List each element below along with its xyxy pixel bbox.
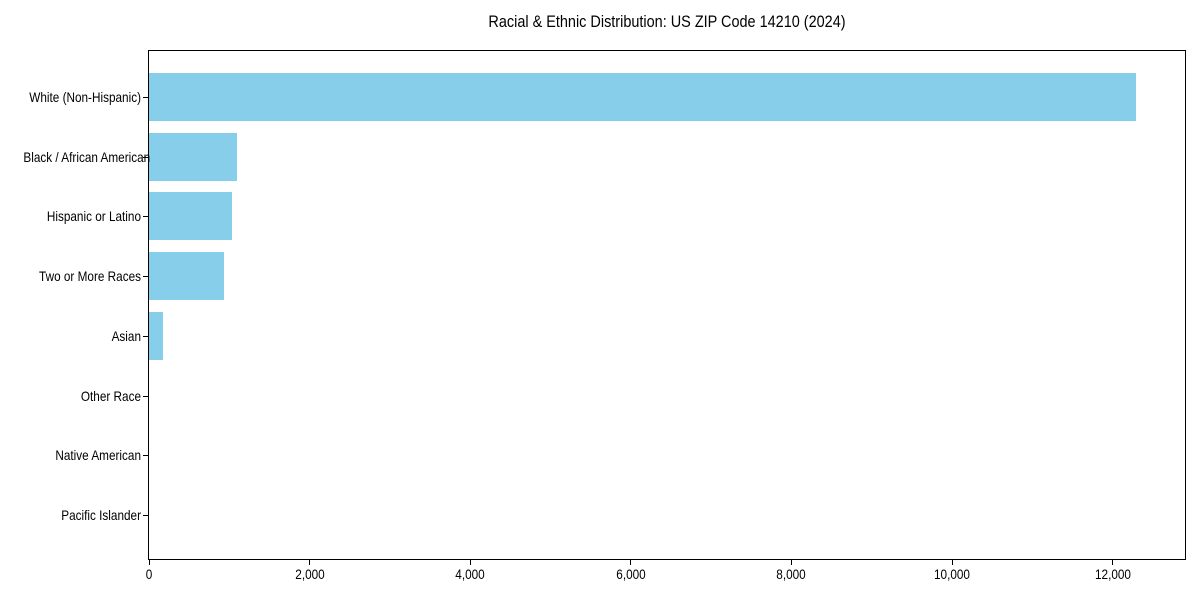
- y-tick-label: White (Non-Hispanic): [29, 89, 141, 105]
- x-tick-label: 4,000: [455, 566, 485, 582]
- chart-title: Racial & Ethnic Distribution: US ZIP Cod…: [488, 12, 846, 31]
- x-tick-mark: [309, 560, 311, 565]
- plot-area: [148, 50, 1186, 560]
- x-tick-mark: [951, 560, 953, 565]
- y-tick-label: Black / African American: [23, 148, 151, 165]
- x-tick-label: 8,000: [776, 566, 807, 582]
- y-tick-mark: [143, 335, 148, 337]
- bar-white-non-hispanic: [149, 73, 1136, 121]
- y-tick-mark: [143, 156, 148, 158]
- x-tick-mark: [790, 560, 792, 565]
- x-tick-mark: [1112, 560, 1114, 565]
- x-tick-label: 10,000: [934, 566, 971, 582]
- x-tick-label: 2,000: [294, 566, 325, 582]
- x-tick-mark: [630, 560, 632, 565]
- x-tick-mark: [148, 560, 150, 565]
- x-tick-label: 0: [145, 566, 153, 582]
- x-tick-mark: [469, 560, 471, 565]
- y-tick-label: Asian: [111, 327, 141, 344]
- y-tick-mark: [143, 395, 148, 397]
- y-tick-mark: [143, 97, 148, 98]
- x-tick-label: 6,000: [616, 566, 646, 582]
- bar-asian: [149, 311, 164, 360]
- y-tick-label: Two or More Races: [39, 268, 142, 285]
- bar-hispanic-or-latino: [149, 192, 233, 241]
- y-tick-label: Native American: [55, 447, 142, 464]
- y-tick-label: Hispanic or Latino: [46, 208, 141, 225]
- bar-two-or-more-races: [149, 252, 225, 301]
- y-tick-mark: [143, 216, 148, 218]
- x-tick-label: 12,000: [1094, 566, 1131, 582]
- y-tick-label: Pacific Islander: [61, 506, 141, 523]
- y-tick-label: Other Race: [80, 387, 141, 404]
- y-tick-mark: [143, 514, 148, 516]
- bar-black-african-american: [149, 132, 238, 181]
- y-tick-mark: [143, 276, 148, 278]
- y-tick-mark: [143, 455, 148, 457]
